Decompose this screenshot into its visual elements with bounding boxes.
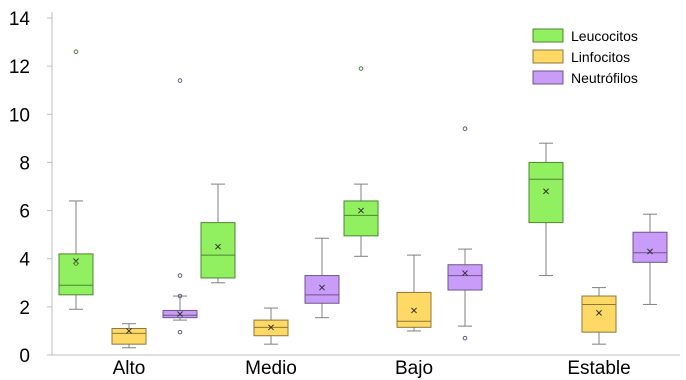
box-iqr — [528, 161, 564, 224]
axis-layer: 0 2 4 6 8 10 12 14 Alto Medio Bajo Estable — [9, 9, 680, 379]
box-linfocitos-bajo — [396, 254, 432, 332]
box-neutrófilos-bajo — [447, 126, 483, 341]
y-tick-label: 8 — [19, 153, 30, 174]
mean-marker — [177, 311, 183, 318]
legend-label: Leucocitos — [571, 28, 638, 44]
box-iqr — [200, 222, 236, 279]
box-linfocitos-alto — [111, 323, 147, 349]
outlier-point — [73, 261, 79, 266]
mean-marker — [543, 188, 549, 195]
legend-label: Neutrófilos — [571, 70, 638, 86]
box-iqr — [111, 328, 147, 345]
outlier-point — [177, 273, 183, 278]
box-iqr — [304, 275, 340, 304]
y-tick-label: 4 — [19, 250, 30, 271]
box-iqr — [343, 200, 379, 237]
mean-marker — [268, 324, 274, 331]
legend-swatch — [532, 28, 564, 43]
legend-label: Linfocitos — [571, 49, 630, 65]
y-tick-label: 14 — [9, 9, 31, 30]
box-neutrófilos-medio — [304, 237, 340, 319]
mean-marker — [126, 327, 132, 334]
box-leucocitos-alto — [58, 49, 94, 310]
mean-marker — [647, 248, 653, 255]
outlier-point — [358, 66, 364, 71]
box-leucocitos-bajo — [343, 66, 379, 257]
mean-marker — [462, 270, 468, 277]
box-iqr — [58, 253, 94, 296]
box-leucocitos-estable — [528, 142, 564, 277]
legend-swatch — [532, 70, 564, 85]
mean-marker — [215, 243, 221, 250]
x-category-label: Alto — [113, 358, 146, 379]
box-linfocitos-estable — [581, 287, 617, 345]
y-tick-label: 2 — [19, 298, 30, 319]
box-iqr — [581, 295, 617, 333]
box-leucocitos-medio — [200, 183, 236, 284]
y-tick-label: 6 — [19, 202, 30, 223]
box-neutrófilos-estable — [632, 213, 668, 305]
box-linfocitos-medio — [253, 307, 289, 345]
x-category-label: Bajo — [395, 358, 433, 379]
outlier-point — [462, 335, 468, 341]
y-tick-label: 0 — [19, 346, 30, 367]
y-tick-label: 10 — [9, 105, 30, 126]
y-tick-label: 12 — [9, 57, 30, 78]
outlier-point — [462, 126, 468, 132]
outlier-point — [73, 49, 79, 55]
x-category-label: Estable — [567, 358, 630, 379]
box-neutrófilos-alto — [162, 78, 198, 335]
outlier-point — [177, 78, 183, 83]
outlier-point — [177, 329, 183, 335]
mean-marker — [358, 207, 364, 214]
mean-marker — [319, 284, 325, 291]
box-iqr — [632, 231, 668, 263]
box-iqr — [447, 264, 483, 291]
outlier-point — [177, 293, 183, 299]
mean-marker — [596, 309, 602, 316]
x-category-label: Medio — [245, 358, 297, 379]
legend: Leucocitos Linfocitos Neutrófilos — [532, 28, 638, 86]
mean-marker — [411, 307, 417, 314]
legend-swatch — [532, 49, 564, 64]
plot-layer — [58, 49, 668, 349]
